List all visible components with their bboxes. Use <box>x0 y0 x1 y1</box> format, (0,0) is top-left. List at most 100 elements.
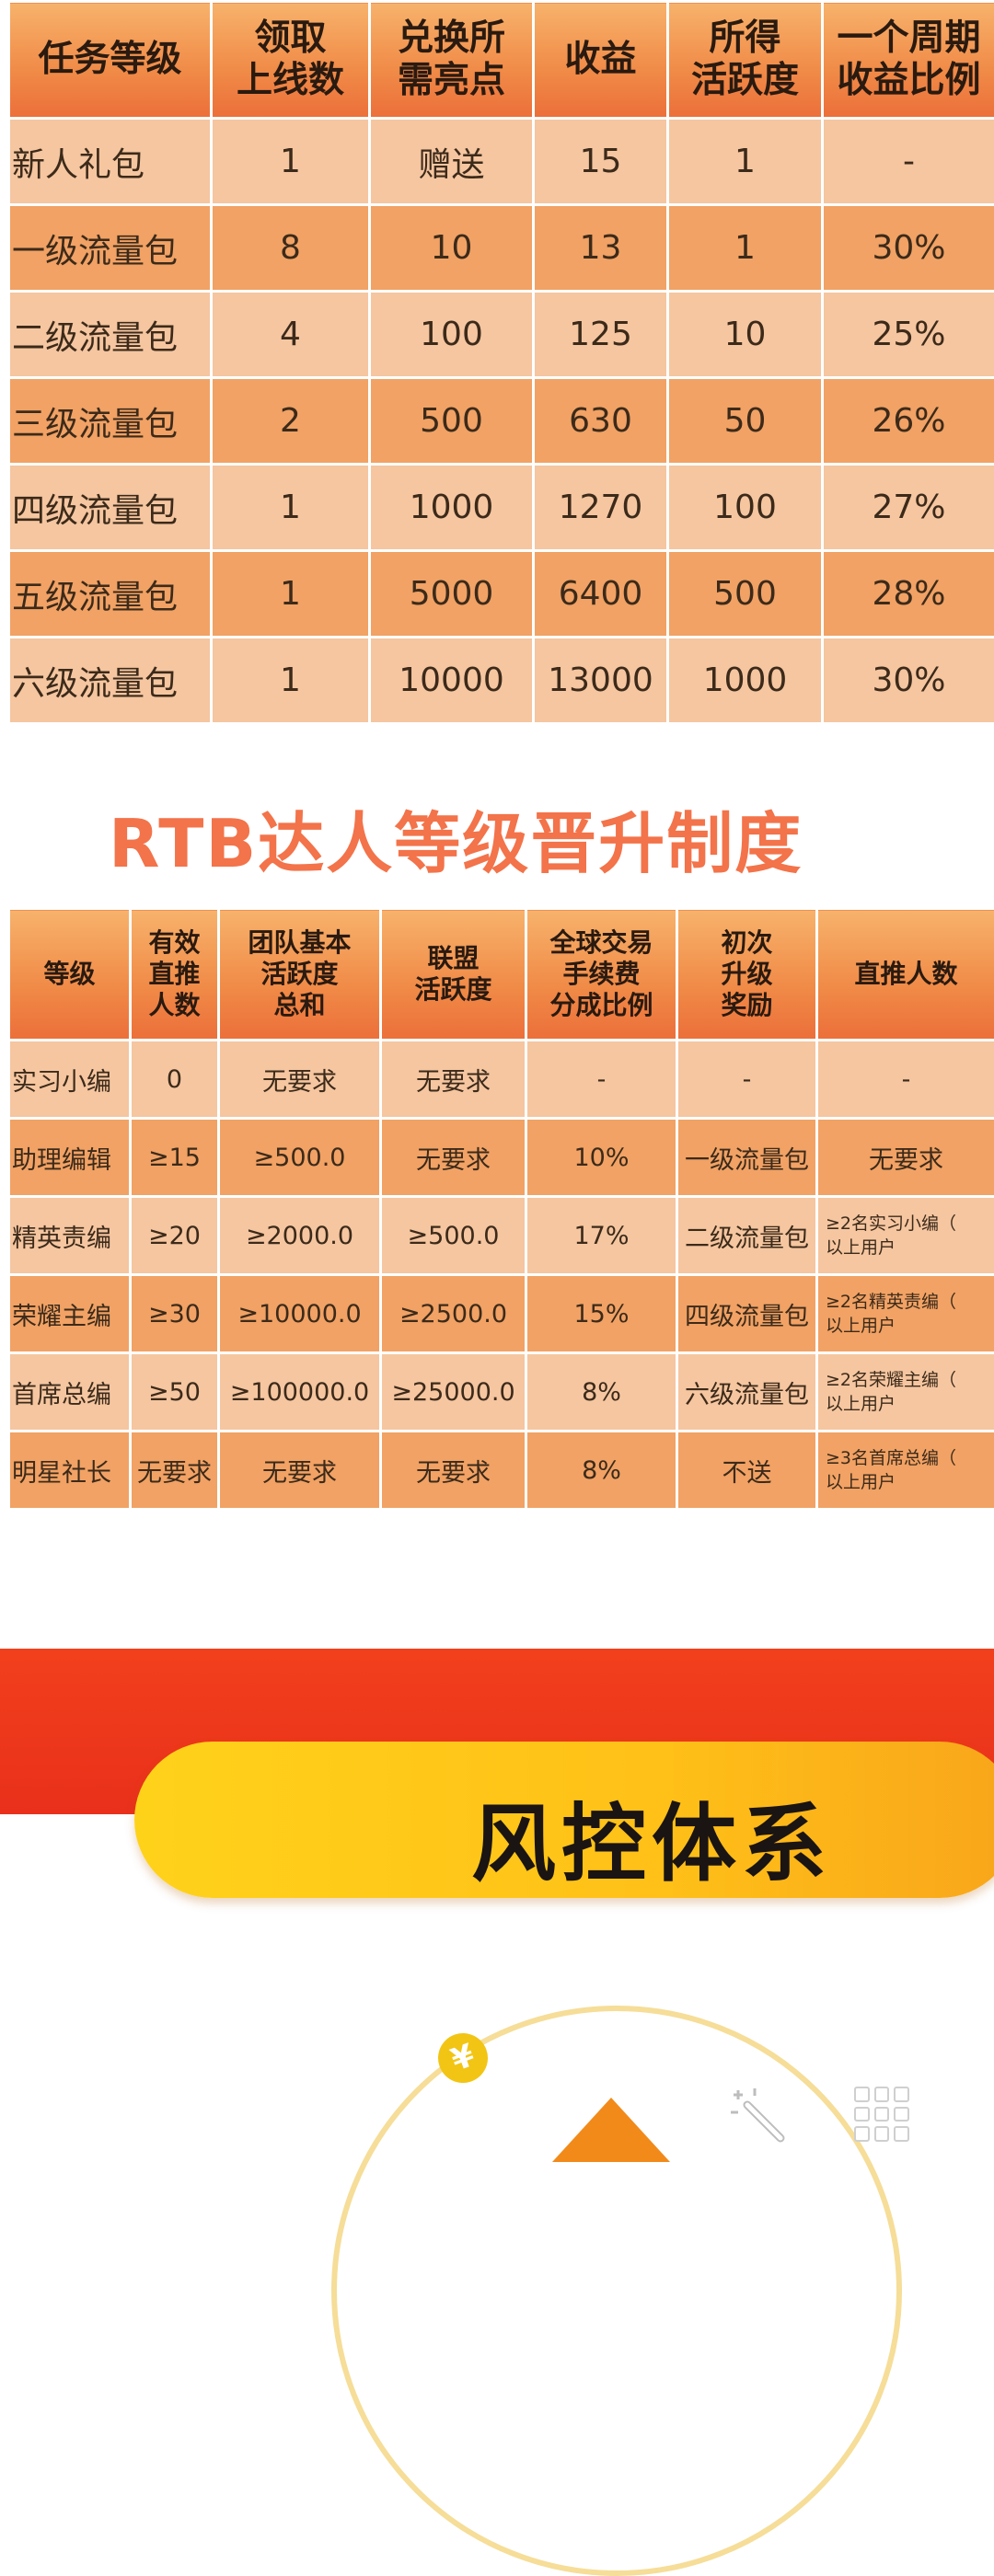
table-cell: ≥2名荣耀主编（ 以上用户 <box>817 1353 994 1432</box>
table-cell: ≥15 <box>131 1119 219 1197</box>
table-cell: 30% <box>823 638 994 724</box>
header-cell: 直推人数 <box>817 909 994 1041</box>
row-label-cell: 二级流量包 <box>9 292 212 378</box>
row-label-cell: 明星社长 <box>9 1432 131 1510</box>
table-cell: - <box>526 1041 677 1119</box>
magic-wand-icon[interactable] <box>727 2085 792 2149</box>
table-cell: ≥100000.0 <box>219 1353 381 1432</box>
header-cell: 任务等级 <box>9 2 212 119</box>
table-cell: 1000 <box>668 638 823 724</box>
table-cell: 500 <box>668 551 823 638</box>
task-level-table: 任务等级 领取 上线数 兑换所 需亮点 收益 所得 活跃度 一个周期 收益比例 … <box>7 0 994 725</box>
table-cell: 10000 <box>370 638 534 724</box>
header-cell: 有效 直推 人数 <box>131 909 219 1041</box>
table-cell: 无要求 <box>219 1041 381 1119</box>
table-cell: 25% <box>823 292 994 378</box>
table-cell: ≥500.0 <box>219 1119 381 1197</box>
header-cell: 领取 上线数 <box>212 2 370 119</box>
table-cell: 6400 <box>534 551 668 638</box>
table-cell: 无要求 <box>381 1119 526 1197</box>
table-cell: 13 <box>534 205 668 292</box>
table-cell: 2 <box>212 378 370 465</box>
table-cell: 50 <box>668 378 823 465</box>
row-label-cell: 助理编辑 <box>9 1119 131 1197</box>
row-label-cell: 新人礼包 <box>9 119 212 205</box>
table-cell: 二级流量包 <box>677 1197 817 1275</box>
banner-title: 风控体系 <box>471 1776 832 1898</box>
table-cell: ≥25000.0 <box>381 1353 526 1432</box>
table-cell: 15 <box>534 119 668 205</box>
table-cell: 13000 <box>534 638 668 724</box>
table-cell: - <box>823 119 994 205</box>
table-cell: 无要求 <box>219 1432 381 1510</box>
table-cell: 8% <box>526 1353 677 1432</box>
table-cell: ≥2名精英责编（ 以上用户 <box>817 1275 994 1353</box>
table-cell: 1 <box>212 119 370 205</box>
header-cell: 等级 <box>9 909 131 1041</box>
row-label-cell: 精英责编 <box>9 1197 131 1275</box>
table-cell: ≥2名实习小编（ 以上用户 <box>817 1197 994 1275</box>
table-cell: 1 <box>668 119 823 205</box>
table-cell: 0 <box>131 1041 219 1119</box>
table-cell: 28% <box>823 551 994 638</box>
table-cell: 一级流量包 <box>677 1119 817 1197</box>
row-label-cell: 六级流量包 <box>9 638 212 724</box>
table-cell: 15% <box>526 1275 677 1353</box>
table-cell: 六级流量包 <box>677 1353 817 1432</box>
decorative-arc <box>331 2006 902 2576</box>
row-label-cell: 荣耀主编 <box>9 1275 131 1353</box>
table-cell: 1 <box>668 205 823 292</box>
section-title-promotion: RTB达人等级晋升制度 <box>109 789 803 886</box>
table-cell: 26% <box>823 378 994 465</box>
table-cell: ≥20 <box>131 1197 219 1275</box>
table-header-row: 等级 有效 直推 人数 团队基本 活跃度 总和 联盟 活跃度 全球交易 手续费 … <box>9 909 994 1041</box>
row-label-cell: 三级流量包 <box>9 378 212 465</box>
table-cell: 无要求 <box>381 1041 526 1119</box>
table-cell: 4 <box>212 292 370 378</box>
promotion-level-table: 等级 有效 直推 人数 团队基本 活跃度 总和 联盟 活跃度 全球交易 手续费 … <box>7 907 994 1511</box>
table-cell: 27% <box>823 465 994 551</box>
table-cell: ≥2000.0 <box>219 1197 381 1275</box>
header-cell: 团队基本 活跃度 总和 <box>219 909 381 1041</box>
table-cell: 10% <box>526 1119 677 1197</box>
table-cell: 100 <box>370 292 534 378</box>
header-cell: 兑换所 需亮点 <box>370 2 534 119</box>
table-cell: - <box>817 1041 994 1119</box>
header-cell: 所得 活跃度 <box>668 2 823 119</box>
table-cell: 8 <box>212 205 370 292</box>
table-cell: 10 <box>668 292 823 378</box>
table-cell: 30% <box>823 205 994 292</box>
header-cell: 全球交易 手续费 分成比例 <box>526 909 677 1041</box>
table-cell: 赠送 <box>370 119 534 205</box>
table-cell: 8% <box>526 1432 677 1510</box>
table-cell: 5000 <box>370 551 534 638</box>
row-label-cell: 五级流量包 <box>9 551 212 638</box>
table-header-row: 任务等级 领取 上线数 兑换所 需亮点 收益 所得 活跃度 一个周期 收益比例 <box>9 2 994 119</box>
table-cell: - <box>677 1041 817 1119</box>
row-label-cell: 四级流量包 <box>9 465 212 551</box>
table-cell: 500 <box>370 378 534 465</box>
table-cell: 无要求 <box>381 1432 526 1510</box>
table-cell: ≥500.0 <box>381 1197 526 1275</box>
row-label-cell: 首席总编 <box>9 1353 131 1432</box>
grid-menu-icon[interactable] <box>854 2087 909 2142</box>
table-cell: 100 <box>668 465 823 551</box>
table-cell: 125 <box>534 292 668 378</box>
header-cell: 初次 升级 奖励 <box>677 909 817 1041</box>
table-cell: 不送 <box>677 1432 817 1510</box>
table-cell: ≥3名首席总编（ 以上用户 <box>817 1432 994 1510</box>
table-cell: ≥10000.0 <box>219 1275 381 1353</box>
